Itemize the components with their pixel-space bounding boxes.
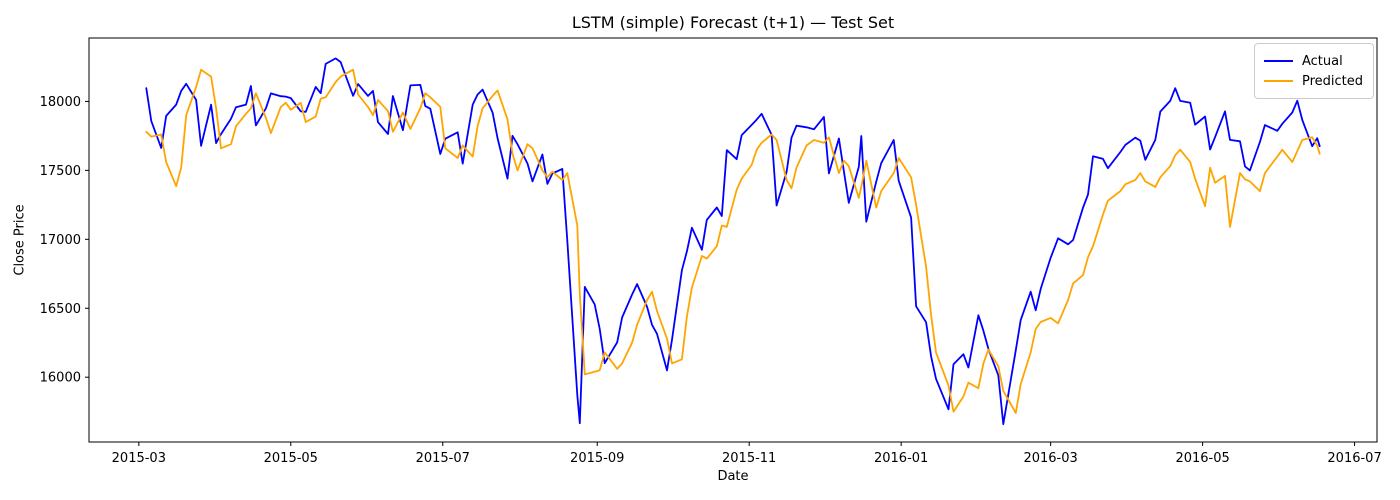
x-tick-label: 2015-09 [570,451,624,466]
x-tick-label: 2015-05 [264,451,318,466]
legend-label-predicted: Predicted [1301,73,1363,89]
legend-entry-predicted: Predicted [1263,71,1363,91]
legend: Actual Predicted [1253,43,1374,99]
x-tick-label: 2015-07 [416,451,470,466]
chart-title: LSTM (simple) Forecast (t+1) — Test Set [571,13,895,32]
x-tick-label: 2015-11 [722,451,776,466]
x-tick-label: 2016-05 [1175,451,1229,466]
x-tick-label: 2016-01 [874,451,928,466]
legend-entry-actual: Actual [1263,51,1363,71]
predicted-line-swatch [1263,80,1293,82]
y-tick-label: 16500 [40,302,81,317]
x-axis-label: Date [717,469,749,484]
actual-line [145,57,1321,426]
y-tick-label: 17500 [40,164,81,179]
x-tick-label: 2016-07 [1327,451,1381,466]
predicted-line [145,68,1321,414]
axes-spines [88,37,1378,443]
x-tick-label: 2015-03 [112,451,166,466]
legend-label-actual: Actual [1301,53,1343,69]
x-tick-label: 2016-03 [1023,451,1077,466]
y-tick-label: 16000 [40,371,81,386]
actual-line-swatch [1263,60,1293,62]
y-tick-label: 17000 [40,233,81,248]
y-tick-label: 18000 [40,95,81,110]
